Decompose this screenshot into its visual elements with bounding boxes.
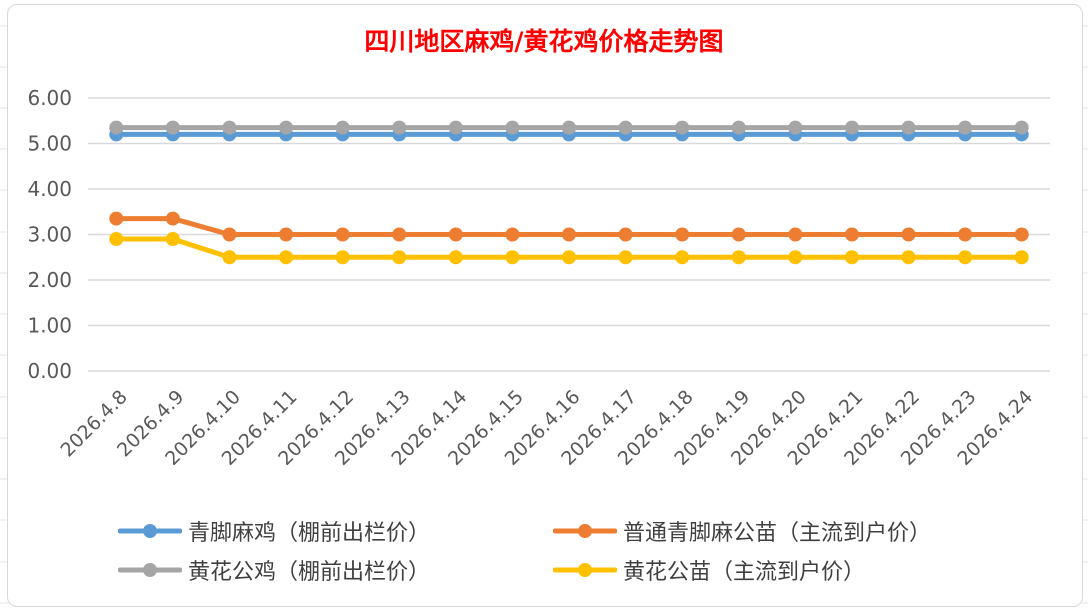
y-tick-label: 3.00 — [27, 223, 72, 247]
chart-title: 四川地区麻鸡/黄花鸡价格走势图 — [364, 27, 724, 56]
data-point — [675, 250, 690, 265]
data-point — [901, 227, 916, 242]
data-point — [222, 120, 237, 135]
y-tick-label: 1.00 — [27, 314, 72, 338]
data-point — [165, 211, 180, 226]
data-point — [335, 120, 350, 135]
data-point — [901, 120, 916, 135]
data-point — [1014, 120, 1029, 135]
y-tick-label: 5.00 — [27, 132, 72, 156]
data-point — [165, 120, 180, 135]
data-point — [788, 120, 803, 135]
data-point — [505, 120, 520, 135]
data-point — [562, 250, 576, 265]
data-point — [109, 120, 124, 135]
data-point — [279, 120, 294, 135]
data-point — [222, 250, 237, 265]
data-point — [618, 227, 633, 242]
data-point — [335, 250, 350, 265]
y-tick-label: 4.00 — [27, 177, 72, 201]
y-tick-label: 0.00 — [27, 359, 72, 383]
data-point — [1014, 227, 1029, 242]
data-point — [618, 250, 633, 265]
data-point — [844, 250, 859, 265]
data-point — [505, 250, 520, 265]
data-point — [279, 250, 294, 265]
data-point — [505, 227, 520, 242]
data-point — [392, 227, 407, 242]
data-point — [448, 250, 463, 265]
data-point — [731, 227, 746, 242]
data-point — [731, 250, 746, 265]
data-point — [562, 120, 576, 135]
y-tick-label: 6.00 — [27, 86, 72, 110]
y-tick-label: 2.00 — [27, 268, 72, 292]
data-point — [448, 227, 463, 242]
data-point — [618, 120, 633, 135]
data-point — [562, 227, 576, 242]
data-point — [958, 250, 973, 265]
data-point — [844, 227, 859, 242]
data-point — [392, 120, 407, 135]
data-point — [788, 227, 803, 242]
data-point — [392, 250, 407, 265]
data-point — [958, 120, 973, 135]
data-point — [279, 227, 294, 242]
data-point — [109, 211, 124, 226]
data-point — [222, 227, 237, 242]
data-point — [335, 227, 350, 242]
chart-frame[interactable] — [7, 4, 1083, 607]
data-point — [1014, 250, 1029, 265]
data-point — [109, 232, 124, 247]
data-point — [844, 120, 859, 135]
data-point — [675, 120, 690, 135]
data-point — [788, 250, 803, 265]
data-point — [958, 227, 973, 242]
data-point — [675, 227, 690, 242]
data-point — [731, 120, 746, 135]
data-point — [901, 250, 916, 265]
data-point — [448, 120, 463, 135]
data-point — [165, 232, 180, 247]
